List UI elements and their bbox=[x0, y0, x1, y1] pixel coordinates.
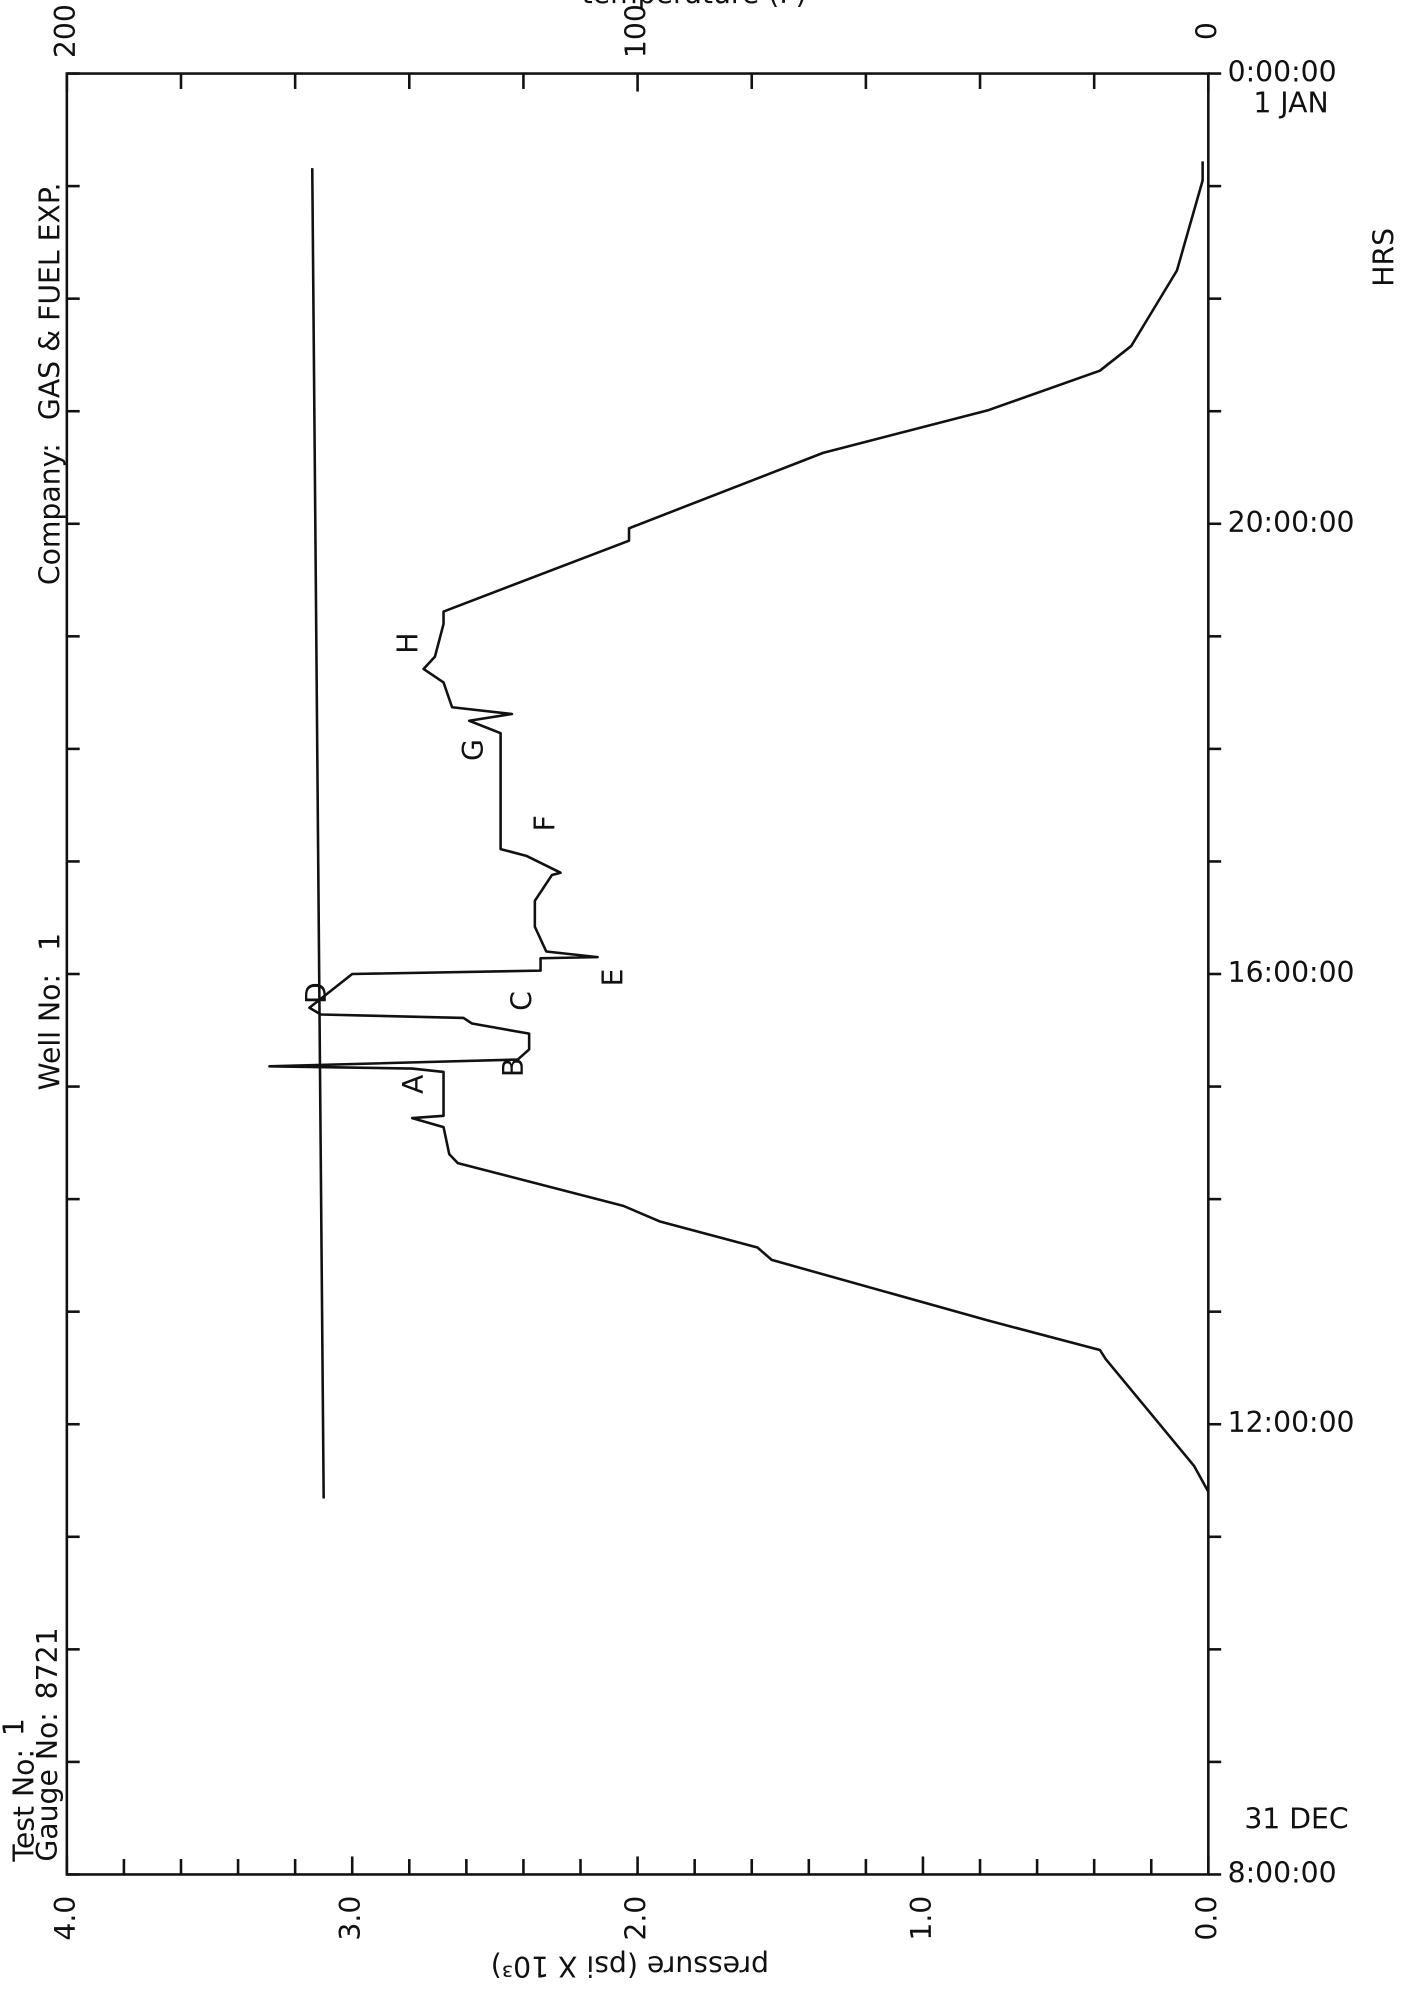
date-label: 1 JAN bbox=[1253, 86, 1328, 119]
annotation: D bbox=[300, 982, 333, 1004]
y2-axis-label: temperature (F) bbox=[582, 0, 807, 10]
pressure-line bbox=[268, 161, 1210, 1493]
annotation: B bbox=[497, 1058, 530, 1077]
y2-tick-label: 200 bbox=[49, 4, 82, 58]
x-axis-label: HRS bbox=[1368, 228, 1401, 287]
well: Well No: 1 bbox=[33, 933, 66, 1090]
test: Test No: 1 bbox=[0, 1718, 41, 1862]
x-tick-label: 16:00:00 bbox=[1228, 956, 1355, 989]
y-tick-label: 4.0 bbox=[49, 1896, 82, 1941]
y-tick-label: 1.0 bbox=[905, 1896, 938, 1941]
temperature-line bbox=[310, 168, 325, 1499]
y-axis-label: pressure (psi X 10³) bbox=[491, 1949, 769, 1982]
well-label: Well No: bbox=[33, 974, 66, 1090]
annotation: A bbox=[397, 1074, 430, 1094]
annotation: E bbox=[597, 968, 630, 986]
annotation: C bbox=[505, 991, 538, 1011]
annotation: G bbox=[457, 739, 490, 761]
annotation: H bbox=[391, 632, 424, 653]
company-label: Company: bbox=[33, 443, 66, 585]
x-tick-label: 20:00:00 bbox=[1228, 506, 1355, 539]
date-label: 31 DEC bbox=[1244, 1802, 1348, 1835]
y-tick-label: 0.0 bbox=[1190, 1896, 1223, 1941]
annotation: F bbox=[528, 815, 561, 831]
x-tick-label: 0:00:00 bbox=[1228, 56, 1337, 89]
plot-frame bbox=[65, 72, 1210, 1876]
y-tick-label: 2.0 bbox=[620, 1896, 653, 1941]
gauge-label: Gauge No: bbox=[31, 1712, 64, 1861]
test-value: 1 bbox=[0, 1718, 30, 1736]
y2-tick-label: 100 bbox=[620, 4, 653, 58]
company-value: GAS & FUEL EXP. bbox=[33, 182, 66, 420]
x-tick-label: 12:00:00 bbox=[1228, 1406, 1355, 1439]
y-tick-label: 3.0 bbox=[334, 1896, 367, 1941]
x-tick-label: 8:00:00 bbox=[1228, 1856, 1337, 1889]
gauge-value: 8721 bbox=[31, 1627, 64, 1699]
well-value: 1 bbox=[33, 933, 66, 951]
gauge: Gauge No: 8721 bbox=[31, 1627, 64, 1861]
company: Company: GAS & FUEL EXP. bbox=[33, 182, 66, 585]
test-label: Test No: bbox=[8, 1749, 41, 1863]
y2-tick-label: 0 bbox=[1190, 22, 1223, 40]
